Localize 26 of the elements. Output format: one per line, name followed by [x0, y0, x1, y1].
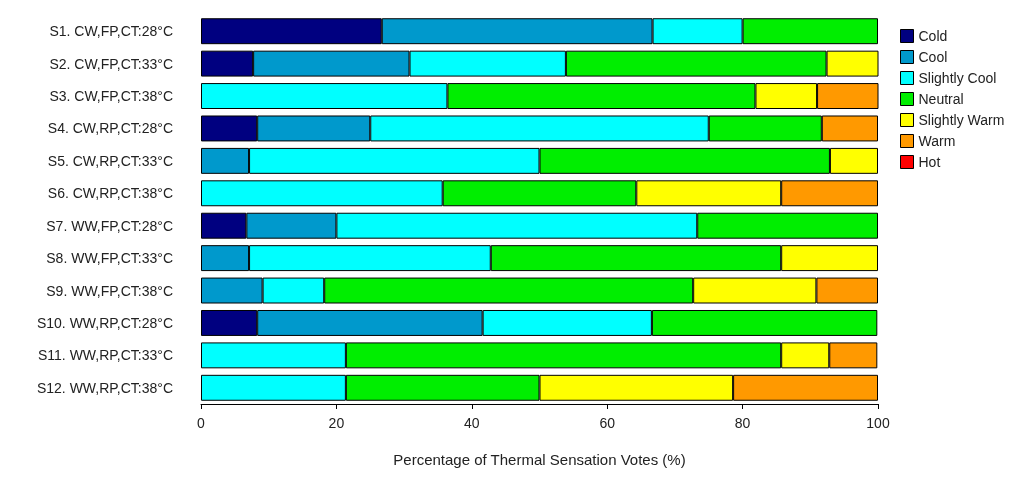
x-tick-label: 60 [599, 415, 616, 431]
x-axis-title: Percentage of Thermal Sensation Votes (%) [393, 451, 686, 468]
x-tick-label: 0 [197, 415, 206, 431]
legend-label: Cold [918, 28, 948, 44]
x-tick-label: 100 [866, 415, 890, 431]
y-tick-label: S8. WW,FP,CT:33°C [46, 250, 173, 267]
y-tick-label: S11. WW,RP,CT:33°C [37, 347, 173, 364]
legend-label: Warm [918, 133, 956, 149]
legend-label: Cool [918, 49, 948, 65]
legend-label: Neutral [918, 91, 964, 107]
y-tick-label: S10. WW,RP,CT:28°C [36, 314, 173, 331]
y-tick-label: S2. CW,FP,CT:33°C [49, 55, 173, 72]
x-tick-label: 80 [734, 415, 751, 431]
x-tick-label: 20 [328, 415, 345, 431]
y-tick-label: S3. CW,FP,CT:38°C [49, 88, 173, 105]
y-tick-label: S12. WW,RP,CT:38°C [36, 379, 173, 396]
y-tick-label: S7. WW,FP,CT:28°C [46, 217, 173, 234]
y-tick-label: S6. CW,RP,CT:38°C [47, 185, 173, 202]
y-tick-label: S9. WW,FP,CT:38°C [46, 282, 173, 299]
legend-label: Slightly Warm [918, 112, 1005, 128]
y-tick-label: S4. CW,RP,CT:28°C [47, 120, 173, 137]
y-tick-label: S1. CW,FP,CT:28°C [49, 23, 173, 40]
legend-label: Hot [918, 154, 941, 170]
x-tick-label: 40 [464, 415, 480, 431]
y-tick-label: S5. CW,RP,CT:33°C [47, 152, 173, 169]
legend-label: Slightly Cool [918, 70, 997, 86]
